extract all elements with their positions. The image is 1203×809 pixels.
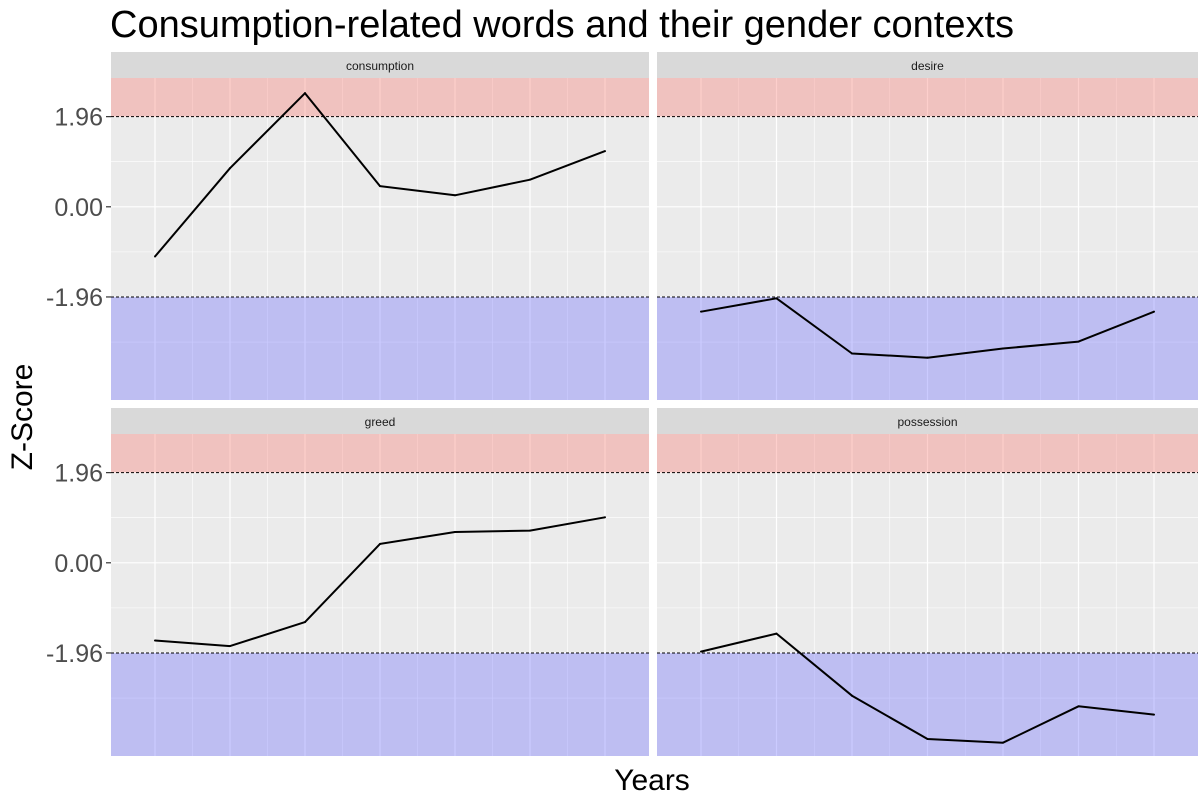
- data-point: [154, 639, 156, 642]
- upper-significance-band: [657, 434, 1198, 473]
- facet-strip: [111, 408, 649, 434]
- y-tick-label: -1.96: [46, 284, 103, 312]
- facet-strip-label: consumption: [346, 59, 414, 73]
- data-point: [304, 92, 306, 95]
- data-point: [379, 185, 381, 188]
- data-point: [529, 178, 531, 181]
- facet-strip-label: possession: [897, 415, 957, 429]
- data-point: [851, 352, 853, 355]
- data-point: [775, 632, 778, 635]
- lower-significance-band: [657, 652, 1198, 756]
- data-point: [229, 645, 231, 648]
- data-point: [379, 542, 381, 545]
- data-point: [604, 150, 606, 153]
- data-point: [154, 255, 156, 258]
- facet-panel-possession: possession: [657, 408, 1198, 756]
- y-tick-label: -1.96: [46, 640, 103, 668]
- facet-panel-greed: greed 1.96 0.00 -1.96: [46, 408, 649, 756]
- upper-significance-band: [111, 78, 649, 117]
- upper-significance-band: [111, 434, 649, 473]
- data-point: [1153, 713, 1155, 716]
- data-point: [1002, 347, 1004, 350]
- data-point: [1077, 705, 1080, 708]
- data-point: [454, 530, 456, 533]
- chart-title: Consumption-related words and their gend…: [110, 4, 1014, 46]
- facet-strip-label: greed: [365, 415, 396, 429]
- data-point: [1002, 741, 1004, 744]
- data-point: [851, 694, 853, 697]
- x-axis-label: Years: [614, 764, 690, 797]
- y-tick-label: 1.96: [54, 460, 103, 488]
- facet-strip: [657, 408, 1198, 434]
- facet-panel-desire: desire: [657, 52, 1198, 400]
- facet-strip: [111, 52, 649, 78]
- facet-strip: [657, 52, 1198, 78]
- data-point: [529, 529, 531, 532]
- data-point: [700, 650, 702, 653]
- upper-significance-band: [657, 78, 1198, 117]
- data-point: [926, 737, 929, 740]
- facet-panels: consumption 1.96 0.00 -1.96 desire greed 1.96 0…: [46, 52, 1198, 756]
- facet-strip-label: desire: [911, 59, 944, 73]
- y-tick-label: 0.00: [54, 550, 103, 578]
- lower-significance-band: [111, 296, 649, 400]
- data-point: [454, 194, 456, 197]
- y-axis-label: Z-Score: [6, 364, 39, 471]
- data-point: [775, 297, 778, 300]
- data-point: [700, 310, 702, 313]
- y-tick-label: 0.00: [54, 194, 103, 222]
- data-point: [1077, 340, 1080, 343]
- data-point: [604, 516, 606, 519]
- facet-panel-consumption: consumption 1.96 0.00 -1.96: [46, 52, 649, 400]
- data-point: [229, 167, 231, 170]
- lower-significance-band: [111, 652, 649, 756]
- y-tick-label: 1.96: [54, 104, 103, 132]
- lower-significance-band: [657, 296, 1198, 400]
- data-point: [1153, 310, 1155, 313]
- data-point: [926, 356, 929, 359]
- data-point: [304, 621, 306, 624]
